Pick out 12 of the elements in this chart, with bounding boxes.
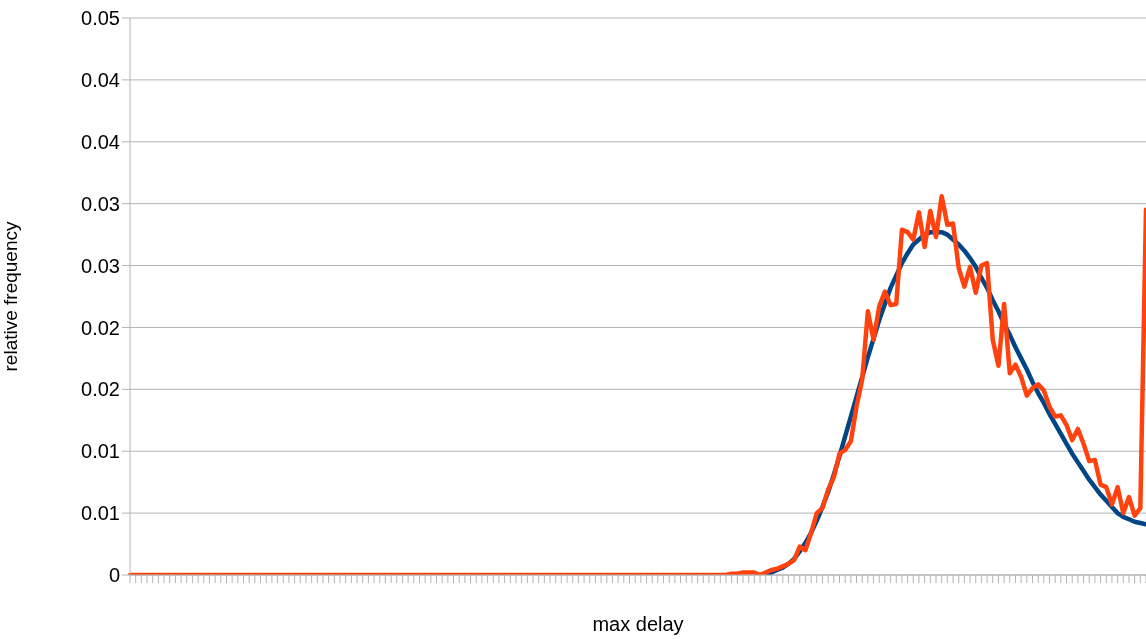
y-tick-label: 0.02 [81,316,120,339]
y-tick-label: 0.04 [81,130,120,153]
y-tick-label: 0.03 [81,192,120,215]
x-axis-title: max delay [592,613,684,635]
y-axis-title: relative frequency [0,221,21,372]
y-tick-label: 0.05 [81,7,120,30]
y-tick-label: 0.04 [81,68,120,91]
y-tick-label: 0.01 [81,440,120,463]
y-tick-label: 0.03 [81,254,120,277]
y-tick-label: 0.01 [81,502,120,525]
y-tick-label: 0.02 [81,378,120,401]
y-tick-label: 0 [108,564,120,587]
